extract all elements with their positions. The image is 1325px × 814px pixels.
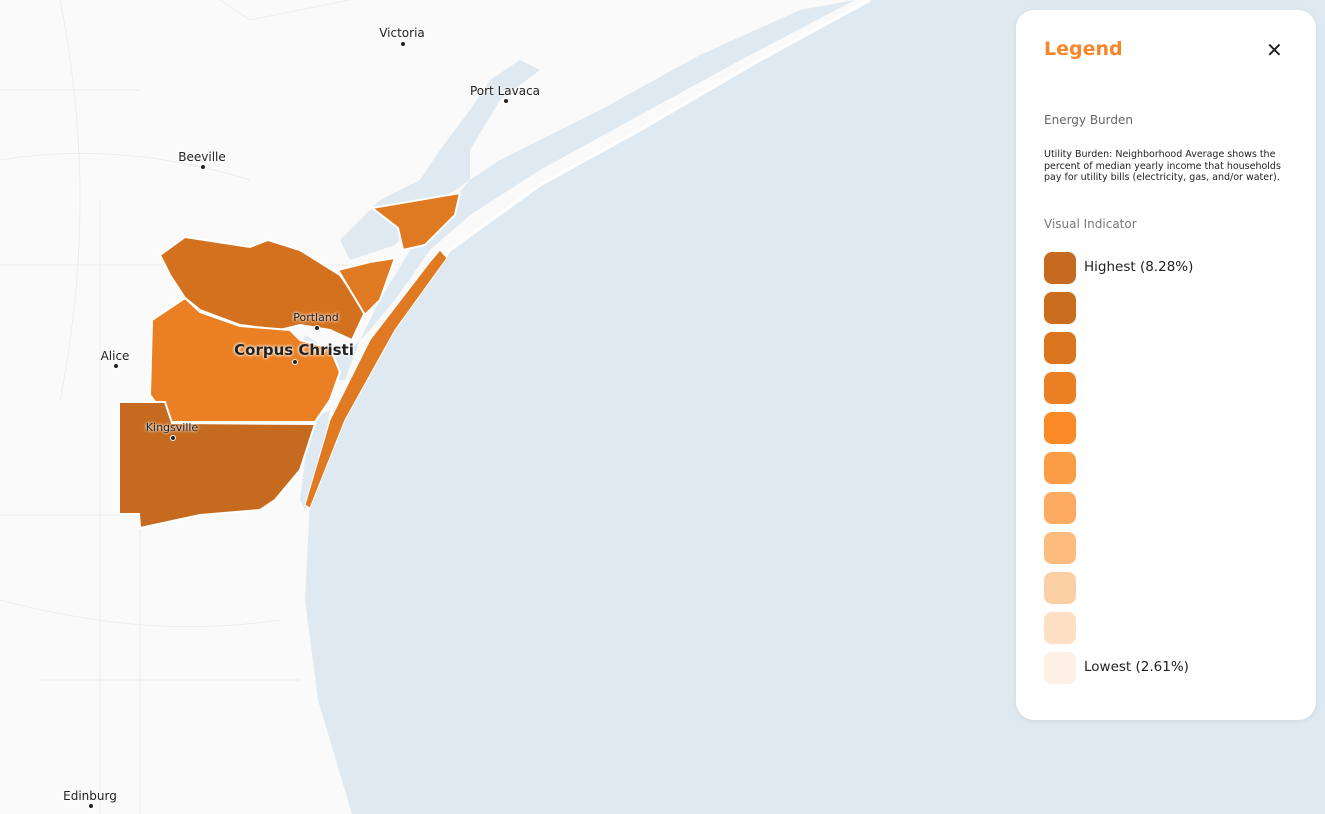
legend-swatch <box>1044 372 1076 404</box>
regions <box>118 191 462 530</box>
region-barrier-strip <box>304 249 448 509</box>
visual-indicator-label: Visual Indicator <box>1044 217 1137 231</box>
legend-swatch <box>1044 492 1076 524</box>
region-nueces <box>148 296 342 423</box>
legend-swatch <box>1044 452 1076 484</box>
water-laguna <box>300 410 330 510</box>
legend-swatch <box>1044 532 1076 564</box>
legend-description: Utility Burden: Neighborhood Average sho… <box>1044 149 1281 183</box>
water-bays <box>300 0 855 380</box>
legend-swatch <box>1044 292 1076 324</box>
legend-swatch-label: Lowest (2.61%) <box>1084 659 1189 675</box>
legend-subtitle: Energy Burden <box>1044 113 1133 127</box>
legend-swatch <box>1044 572 1076 604</box>
legend-swatch <box>1044 252 1076 284</box>
legend-swatch <box>1044 652 1076 684</box>
legend-swatch <box>1044 412 1076 444</box>
legend-panel: Legend ✕ Energy Burden Utility Burden: N… <box>1016 10 1316 720</box>
close-icon[interactable]: ✕ <box>1266 38 1283 62</box>
legend-swatch <box>1044 612 1076 644</box>
region-calhoun <box>369 191 462 252</box>
legend-swatch-label: Highest (8.28%) <box>1084 259 1194 275</box>
region-aransas <box>336 256 397 317</box>
legend-title: Legend <box>1044 38 1123 60</box>
region-kleberg <box>118 401 317 530</box>
legend-swatch <box>1044 332 1076 364</box>
